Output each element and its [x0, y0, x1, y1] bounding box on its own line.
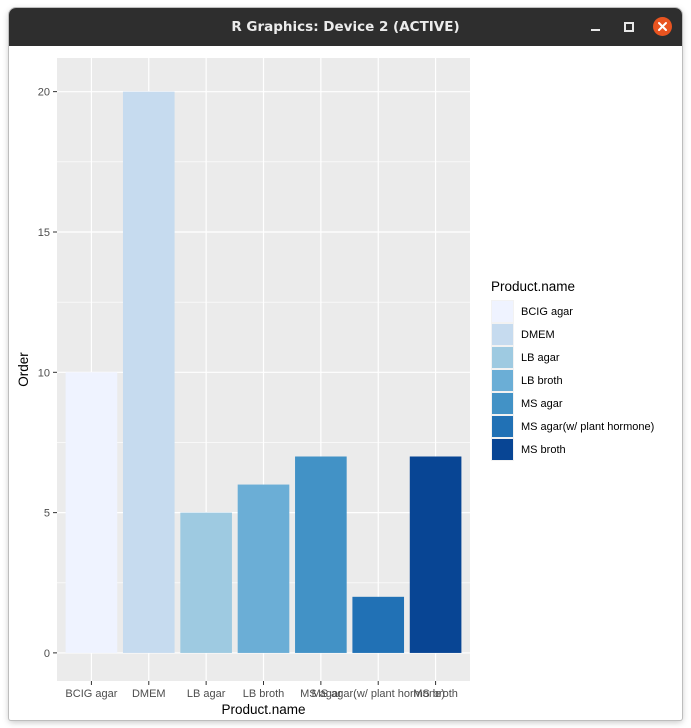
y-axis: 0 5 10 15 20	[38, 87, 57, 660]
legend-swatch	[492, 370, 513, 391]
bars	[65, 91, 462, 653]
x-tick-label: MS agar(w/ plant hormone)	[312, 688, 445, 700]
legend-entry-label: DMEM	[521, 329, 555, 341]
legend-entry-label: LB agar	[521, 352, 560, 364]
window-title: R Graphics: Device 2 (ACTIVE)	[231, 19, 460, 35]
legend-swatch	[492, 393, 513, 414]
maximize-icon	[624, 22, 634, 32]
legend-entry-label: MS broth	[521, 444, 566, 456]
y-tick-label: 20	[38, 87, 50, 99]
x-tick-label: LB agar	[187, 688, 226, 700]
y-tick-label: 15	[38, 227, 50, 239]
minimize-icon	[591, 29, 600, 31]
y-tick-label: 0	[44, 648, 50, 660]
y-axis-title: Order	[16, 352, 31, 387]
bar-bcig-agar	[65, 372, 118, 653]
y-tick-label: 10	[38, 367, 50, 379]
bar-ms-agar	[295, 456, 347, 653]
legend-entry-label: MS agar	[521, 398, 563, 410]
x-tick-label: MS agar	[300, 688, 342, 700]
minimize-button[interactable]	[587, 18, 605, 36]
bar-lb-broth	[237, 484, 290, 653]
x-tick-label: LB broth	[243, 688, 285, 700]
bar-lb-agar	[180, 512, 232, 653]
x-axis-title: Product.name	[221, 702, 305, 717]
legend-swatch	[492, 416, 513, 437]
bar-chart: 0 5 10 15 20 BCIG agar DMEM LB agar LB broth MS …	[16, 58, 654, 717]
y-tick-label: 5	[44, 508, 50, 520]
close-button[interactable]	[653, 17, 672, 36]
legend-title: Product.name	[491, 279, 575, 294]
legend-entry-label: MS agar(w/ plant hormone)	[521, 421, 654, 433]
legend: Product.name BCIG agar DMEM LB agar LB brot…	[491, 279, 654, 461]
legend-entry-label: BCIG agar	[521, 306, 573, 318]
x-tick-label: BCIG agar	[65, 688, 117, 700]
maximize-button[interactable]	[620, 18, 638, 36]
legend-swatch	[492, 324, 513, 345]
close-icon	[658, 22, 667, 31]
x-tick-label: DMEM	[132, 688, 166, 700]
bar-ms-broth	[409, 456, 462, 653]
legend-entry-label: LB broth	[521, 375, 563, 387]
legend-swatch	[492, 347, 513, 368]
plot-area: 0 5 10 15 20 BCIG agar DMEM LB agar LB broth MS …	[9, 46, 682, 720]
title-bar[interactable]: R Graphics: Device 2 (ACTIVE)	[9, 8, 682, 46]
r-graphics-window: R Graphics: Device 2 (ACTIVE) 0 5 10 15 20 B…	[9, 8, 682, 720]
bar-ms-agar-w-plant-hormone	[352, 596, 405, 653]
legend-swatch	[492, 301, 513, 322]
legend-swatch	[492, 439, 513, 460]
x-tick-label: MS broth	[413, 688, 458, 700]
bar-dmem	[122, 91, 175, 653]
